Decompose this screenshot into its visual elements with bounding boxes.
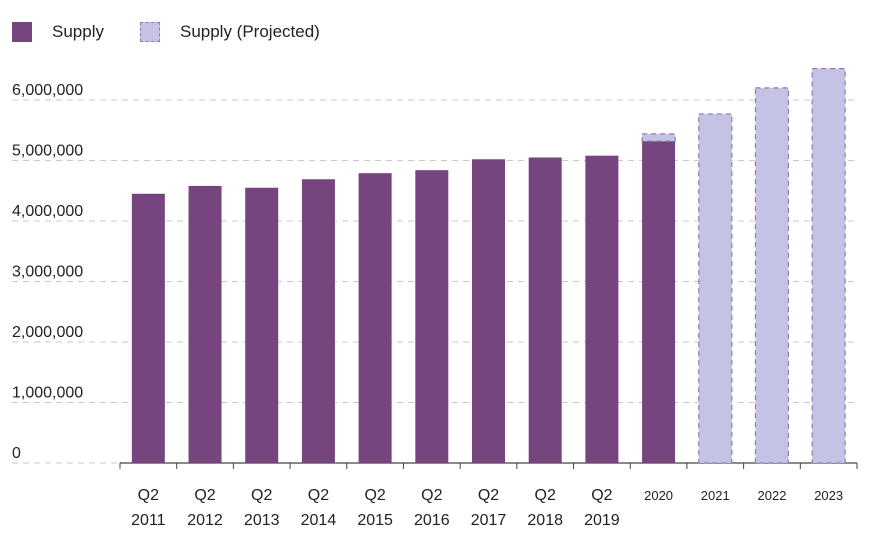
x-tick-label: Q2 [478,487,499,504]
x-tick-label: 2023 [814,488,843,503]
x-tick-label: 2022 [758,488,787,503]
bar-supply [528,157,562,463]
bar-supply [472,159,505,464]
bar-supply [415,170,449,463]
bar-supply-projected [754,87,790,464]
x-tick-label: Q2 [421,487,442,504]
x-tick-label: Q2 [591,487,612,504]
y-tick-label: 6,000,000 [12,82,83,99]
y-tick-label: 4,000,000 [12,203,83,220]
legend-swatch-supply [12,22,32,42]
x-tick-label: 2021 [701,488,730,503]
x-tick-label: 2016 [414,512,450,529]
x-tick-label: 2015 [357,512,393,529]
x-tick-label: 2020 [644,488,673,503]
x-tick-label: 2019 [584,512,620,529]
legend-label-supply: Supply [52,22,104,41]
bar-supply [131,193,165,463]
legend-label-projected: Supply (Projected) [179,22,320,41]
x-tick-label: 2014 [301,512,337,529]
bar-supply [642,141,676,463]
bar-supply-projected [698,113,733,464]
bar-supply [188,185,222,463]
x-tick-label: Q2 [251,487,272,504]
bar-supply [301,179,335,463]
x-tick-label: Q2 [535,487,556,504]
y-tick-label: 1,000,000 [12,385,83,402]
legend: Supply Supply (Projected) [12,22,356,42]
x-tick-label: Q2 [308,487,329,504]
x-tick-label: Q2 [138,487,159,504]
x-tick-label: 2013 [244,512,280,529]
x-tick-label: Q2 [364,487,385,504]
legend-swatch-projected [139,22,160,42]
y-tick-label: 2,000,000 [12,324,83,341]
x-tick-label: Q2 [194,487,215,504]
bar-supply [585,155,619,463]
y-tick-label: 0 [12,445,21,462]
x-tick-label: 2012 [187,512,223,529]
legend-item-projected: Supply (Projected) [139,22,320,42]
bar-supply [358,173,392,463]
x-tick-label: 2017 [471,512,507,529]
x-tick-label: 2018 [527,512,563,529]
legend-item-supply: Supply [12,22,104,42]
y-tick-label: 3,000,000 [12,264,83,281]
bar-supply [245,187,279,463]
bar-supply-projected [641,133,676,142]
y-tick-label: 5,000,000 [12,143,83,160]
bar-supply-projected [811,67,846,464]
x-tick-label: 2011 [131,512,166,529]
